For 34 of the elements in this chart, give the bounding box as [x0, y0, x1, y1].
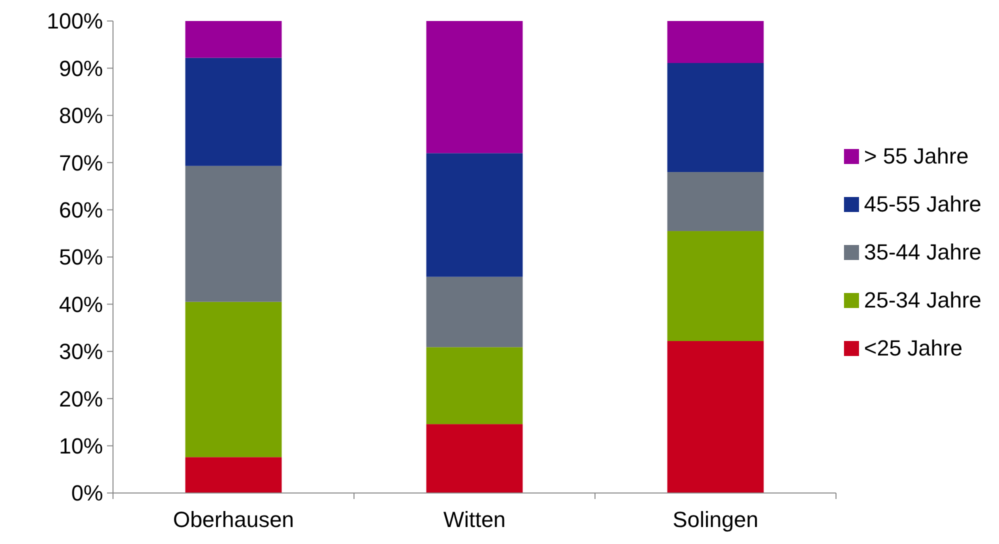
bar [426, 347, 523, 424]
bar [185, 166, 282, 302]
bar [426, 153, 523, 277]
legend-label: > 55 Jahre [864, 144, 969, 169]
y-tick-label: 30% [58, 339, 103, 364]
y-tick-label: 70% [58, 150, 103, 176]
bar [185, 457, 282, 493]
bar [426, 21, 523, 154]
bar [667, 231, 764, 342]
x-tick-label: Witten [443, 507, 506, 532]
legend-label: 25-34 Jahre [864, 288, 982, 313]
y-tick-label: 40% [58, 292, 103, 317]
y-tick-label: 10% [58, 434, 103, 458]
bar [426, 424, 523, 493]
legend-label: 35-44 Jahre [864, 240, 982, 265]
bar [185, 302, 282, 458]
y-tick-label: 60% [58, 198, 103, 222]
y-tick-label: 50% [58, 244, 103, 270]
bar [185, 58, 282, 166]
y-tick-label: 80% [58, 103, 103, 128]
bar [667, 63, 764, 172]
y-tick-label: 20% [58, 386, 103, 412]
bar [426, 276, 523, 348]
legend-label: 45-55 Jahre [864, 192, 982, 217]
x-tick-label: Solingen [672, 507, 758, 532]
y-tick-label: 0% [71, 480, 103, 506]
x-tick-label: Oberhausen [172, 507, 294, 532]
legend-label: <25 Jahre [864, 336, 962, 361]
bar [185, 21, 282, 58]
bar [667, 21, 764, 64]
y-tick-label: 90% [58, 56, 103, 81]
bar [667, 341, 764, 493]
bar [667, 172, 764, 232]
y-tick-label: 100% [46, 8, 103, 34]
